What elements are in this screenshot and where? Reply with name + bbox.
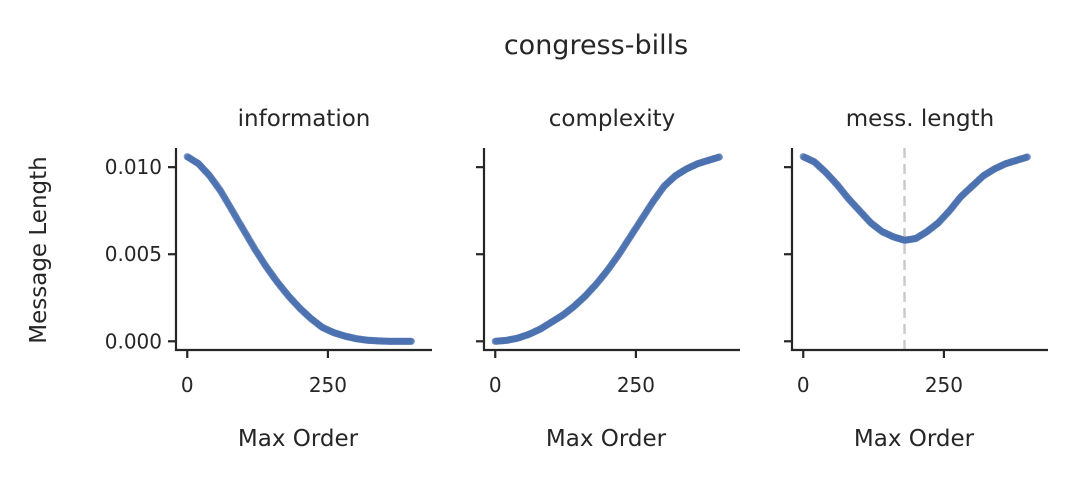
- panel-1-points: [183, 153, 415, 345]
- panel-2-points: [491, 153, 723, 345]
- x-axis-label: Max Order: [546, 426, 667, 452]
- panel-2: complexity 0 250 Max Order: [476, 106, 740, 452]
- data-point: [1023, 153, 1031, 161]
- y-axis-label: Message Length: [26, 156, 52, 343]
- x-axis-label: Max Order: [854, 426, 975, 452]
- x-tick-label: 250: [617, 373, 655, 397]
- panel-2-title: complexity: [549, 106, 676, 132]
- y-tick-label: 0.000: [105, 329, 162, 353]
- panel-3-points: [799, 153, 1031, 244]
- data-point: [715, 153, 723, 161]
- panel-1-title: information: [238, 106, 371, 132]
- x-tick-label: 0: [489, 373, 502, 397]
- x-axis-label: Max Order: [238, 426, 359, 452]
- y-tick-label: 0.010: [105, 155, 162, 179]
- y-tick-label: 0.005: [105, 242, 162, 266]
- data-point: [407, 337, 415, 345]
- x-tick-label: 0: [797, 373, 810, 397]
- panel-1: information 0.000 0.005 0.010 0 250 Max Order: [105, 106, 432, 452]
- x-tick-label: 0: [181, 373, 194, 397]
- panel-3: mess. length 0 250 Max Order: [784, 106, 1048, 452]
- figure-title: congress-bills: [504, 30, 688, 61]
- panel-3-title: mess. length: [846, 106, 994, 132]
- x-tick-label: 250: [925, 373, 963, 397]
- x-tick-label: 250: [309, 373, 347, 397]
